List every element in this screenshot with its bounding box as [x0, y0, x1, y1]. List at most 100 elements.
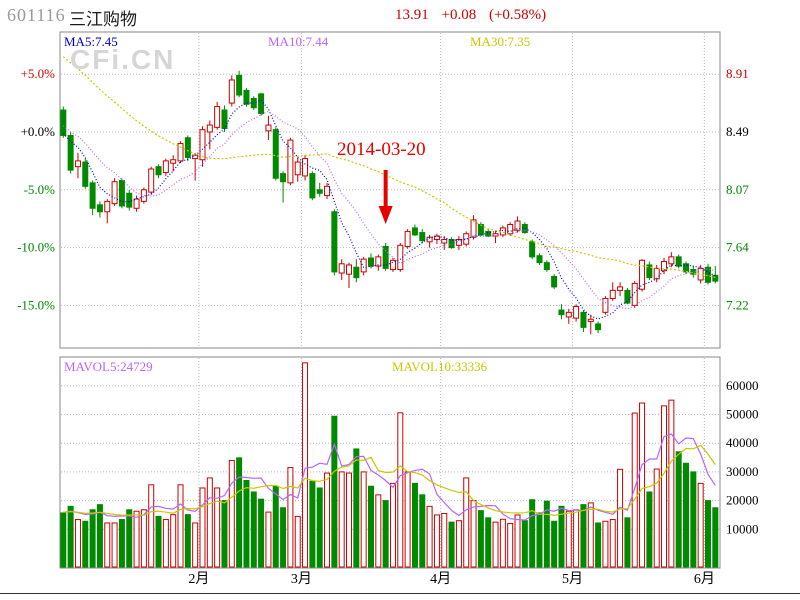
candle-body: [148, 168, 155, 193]
right-axis-label: 8.07: [726, 182, 749, 197]
volume-bar: [507, 523, 514, 568]
volume-bar: [595, 522, 602, 568]
volume-bar: [653, 468, 660, 568]
volume-bar: [162, 519, 169, 568]
candle-body: [221, 109, 228, 130]
candle-body: [309, 173, 316, 199]
volume-bar: [258, 498, 265, 568]
volume-bar: [529, 499, 536, 568]
volume-bar: [133, 510, 140, 568]
volume-bar: [294, 515, 301, 568]
volume-bar: [184, 514, 191, 568]
candle-body: [118, 180, 125, 207]
volume-bar: [302, 362, 309, 568]
candle-body: [316, 189, 323, 194]
candle-body: [111, 181, 118, 205]
month-label: 4月: [430, 571, 451, 587]
candle-body: [631, 282, 638, 306]
volume-bar: [514, 514, 521, 568]
candle-body: [96, 204, 103, 213]
volume-bar: [214, 487, 221, 568]
volume-bar: [155, 515, 162, 568]
candle-body: [411, 227, 418, 236]
volume-bar: [265, 511, 272, 568]
volume-bar: [338, 471, 345, 568]
candle-body: [324, 185, 331, 197]
volume-bar: [324, 472, 331, 568]
volume-bar: [704, 500, 711, 568]
ma10-line: [62, 110, 716, 310]
volume-bar: [118, 519, 125, 568]
volume-bar: [646, 491, 653, 568]
right-axis-label: 8.91: [726, 66, 749, 81]
volume-bar: [499, 518, 506, 568]
candle-body: [331, 211, 338, 273]
volume-bar: [624, 517, 631, 568]
candle-body: [639, 259, 646, 290]
volume-bar: [565, 510, 572, 568]
candle-body: [433, 235, 440, 241]
volume-bar: [228, 459, 235, 568]
candle-body: [507, 223, 514, 235]
candle-body: [199, 129, 206, 161]
volume-bar: [543, 500, 550, 568]
candle-body: [89, 182, 96, 209]
volume-bar: [353, 448, 360, 568]
candle-body: [602, 297, 609, 313]
candle-body: [367, 257, 374, 267]
candle-body: [258, 93, 265, 115]
candle-body: [82, 161, 89, 187]
candle-body: [287, 139, 294, 184]
volume-bar: [463, 477, 470, 568]
volume-bar: [96, 504, 103, 568]
candle-body: [551, 276, 558, 288]
volume-bar: [346, 472, 353, 568]
candle-body: [104, 200, 111, 213]
candle-body: [441, 239, 448, 244]
candle-body: [536, 255, 543, 264]
volume-bar: [536, 512, 543, 568]
candle-body: [675, 256, 682, 267]
volume-axis-label: 30000: [726, 464, 759, 479]
candle-body: [140, 189, 147, 202]
volume-bar: [367, 485, 374, 568]
volume-bar: [67, 505, 74, 568]
volume-bar: [404, 471, 411, 568]
candle-body: [236, 74, 243, 96]
candle-body: [294, 161, 301, 176]
volume-bar: [250, 491, 257, 568]
left-axis-label: -10.0%: [17, 240, 55, 255]
candle-body: [206, 124, 213, 133]
candle-body: [214, 106, 221, 128]
candle-body: [360, 258, 367, 273]
candle-body: [404, 230, 411, 247]
volume-bar: [236, 457, 243, 568]
candle-body: [573, 306, 580, 319]
candle-body: [617, 286, 624, 291]
left-axis-label: -5.0%: [24, 182, 56, 197]
volume-bar: [485, 517, 492, 568]
candle-body: [668, 256, 675, 265]
candle-body: [375, 256, 382, 267]
volume-bar: [639, 402, 646, 568]
right-axis-label: 8.49: [726, 124, 749, 139]
cfi-watermark: CFi.CN: [70, 44, 176, 75]
last-price: 13.91: [395, 7, 429, 23]
volume-bar: [697, 482, 704, 568]
candle-body: [265, 124, 272, 132]
volume-bar: [448, 521, 455, 568]
ma30-line: [62, 56, 716, 278]
candle-body: [529, 241, 536, 258]
volume-bar: [397, 412, 404, 568]
volume-bar: [360, 471, 367, 568]
price-change-percent: (+0.58%): [488, 7, 547, 23]
volume-bar: [712, 507, 719, 568]
candle-body: [74, 160, 81, 168]
candle-body: [514, 220, 521, 231]
candle-body: [389, 259, 396, 271]
volume-bar: [675, 451, 682, 568]
month-label: 3月: [291, 571, 312, 587]
volume-bar: [602, 520, 609, 568]
candle-body: [712, 274, 719, 282]
month-label: 6月: [694, 571, 715, 587]
